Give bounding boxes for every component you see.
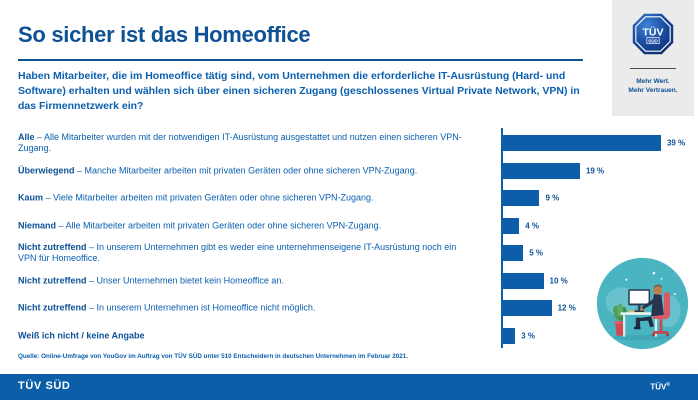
chart-row-category: Weiß ich nicht / keine Angabe	[18, 330, 145, 340]
bar-value-label: 9 %	[545, 193, 560, 203]
ground-shadow	[613, 334, 672, 341]
chart-row-label: Nicht zutreffend – In unserem Unternehme…	[18, 242, 473, 264]
tuv-sued-logo-icon: TÜV SÜD	[632, 13, 674, 55]
chart-row-label: Nicht zutreffend – Unser Unternehmen bie…	[18, 275, 473, 286]
chart-bar	[503, 327, 516, 344]
bar-value-label: 10 %	[549, 276, 568, 285]
brand-panel: TÜV SÜD Mehr Wert. Mehr Vertrauen.	[612, 0, 694, 116]
chart-bar	[503, 272, 544, 289]
chart-bar	[503, 217, 520, 234]
chart-row-label: Überwiegend – Manche Mitarbeiter arbeite…	[18, 165, 473, 176]
survey-question: Haben Mitarbeiter, die im Homeoffice tät…	[18, 70, 580, 112]
footer-bar: TÜV SÜD TÜV®	[0, 374, 698, 400]
chart-row-description: – Manche Mitarbeiter arbeiten mit privat…	[74, 165, 418, 175]
chart-row-label: Weiß ich nicht / keine Angabe	[18, 330, 473, 341]
bar-value-label: 19 %	[585, 166, 605, 175]
chart-row-category: Kaum	[18, 192, 44, 203]
footer-trademark: TÜV®	[650, 382, 670, 392]
chart-row-description: – In unserem Unternehmen gibt es weder e…	[18, 242, 457, 263]
chart-row-category: Niemand	[18, 220, 57, 230]
chair	[651, 292, 671, 337]
chart-row-description: – In unserem Unternehmen ist Homeoffice …	[86, 302, 316, 313]
brand-tagline: Mehr Wert. Mehr Vertrauen.	[612, 77, 694, 95]
chart-row-category: Überwiegend	[18, 165, 75, 175]
chart-row-label: Niemand – Alle Mitarbeiter arbeiten mit …	[18, 220, 473, 231]
chart-bar	[503, 190, 540, 206]
homeoffice-illustration	[596, 257, 689, 350]
footer-brand: TÜV SÜD	[18, 380, 71, 392]
chart-axis-line	[501, 128, 503, 348]
source-note: Quelle: Online-Umfrage von YouGov im Auf…	[18, 353, 409, 360]
logo-tuv-text: TÜV	[642, 25, 663, 38]
chart-row-label: Alle – Alle Mitarbeiter wurden mit der n…	[18, 132, 473, 154]
chart-row-category: Alle	[18, 132, 35, 142]
chart-row-description: – Alle Mitarbeiter wurden mit der notwen…	[18, 132, 462, 153]
logo-sued-text: SÜD	[648, 37, 658, 43]
panel-divider	[630, 68, 676, 69]
bar-value-label: 5 %	[529, 248, 544, 258]
bar-value-label: 3 %	[521, 331, 535, 340]
chart-row-label: Nicht zutreffend – In unserem Unternehme…	[18, 303, 473, 314]
brand-tagline-line1: Mehr Wert.	[636, 78, 670, 85]
chart-row-label: Kaum – Viele Mitarbeiter arbeiten mit pr…	[18, 193, 473, 204]
bar-value-label: 4 %	[525, 221, 539, 230]
chart-bar	[503, 162, 580, 179]
page-title: So sicher ist das Homeoffice	[18, 22, 311, 47]
bar-value-label: 39 %	[666, 138, 686, 148]
chart-row-description: – Unser Unternehmen bietet kein Homeoffi…	[86, 275, 284, 285]
title-underline	[18, 59, 583, 61]
chart-row-description: – Alle Mitarbeiter arbeiten mit privaten…	[56, 220, 382, 230]
monitor	[628, 289, 651, 312]
chart-row-category: Nicht zutreffend	[18, 275, 87, 285]
bar-value-label: 12 %	[557, 303, 576, 313]
chart-row-description: – Viele Mitarbeiter arbeiten mit private…	[43, 192, 374, 203]
chart-bar	[503, 245, 524, 261]
brand-tagline-line2: Mehr Vertrauen.	[628, 87, 678, 94]
chart-row-category: Nicht zutreffend	[18, 302, 87, 313]
chart-bar	[503, 300, 552, 316]
chart-bar	[503, 135, 661, 151]
chart-row-category: Nicht zutreffend	[18, 242, 87, 252]
person	[633, 284, 664, 330]
